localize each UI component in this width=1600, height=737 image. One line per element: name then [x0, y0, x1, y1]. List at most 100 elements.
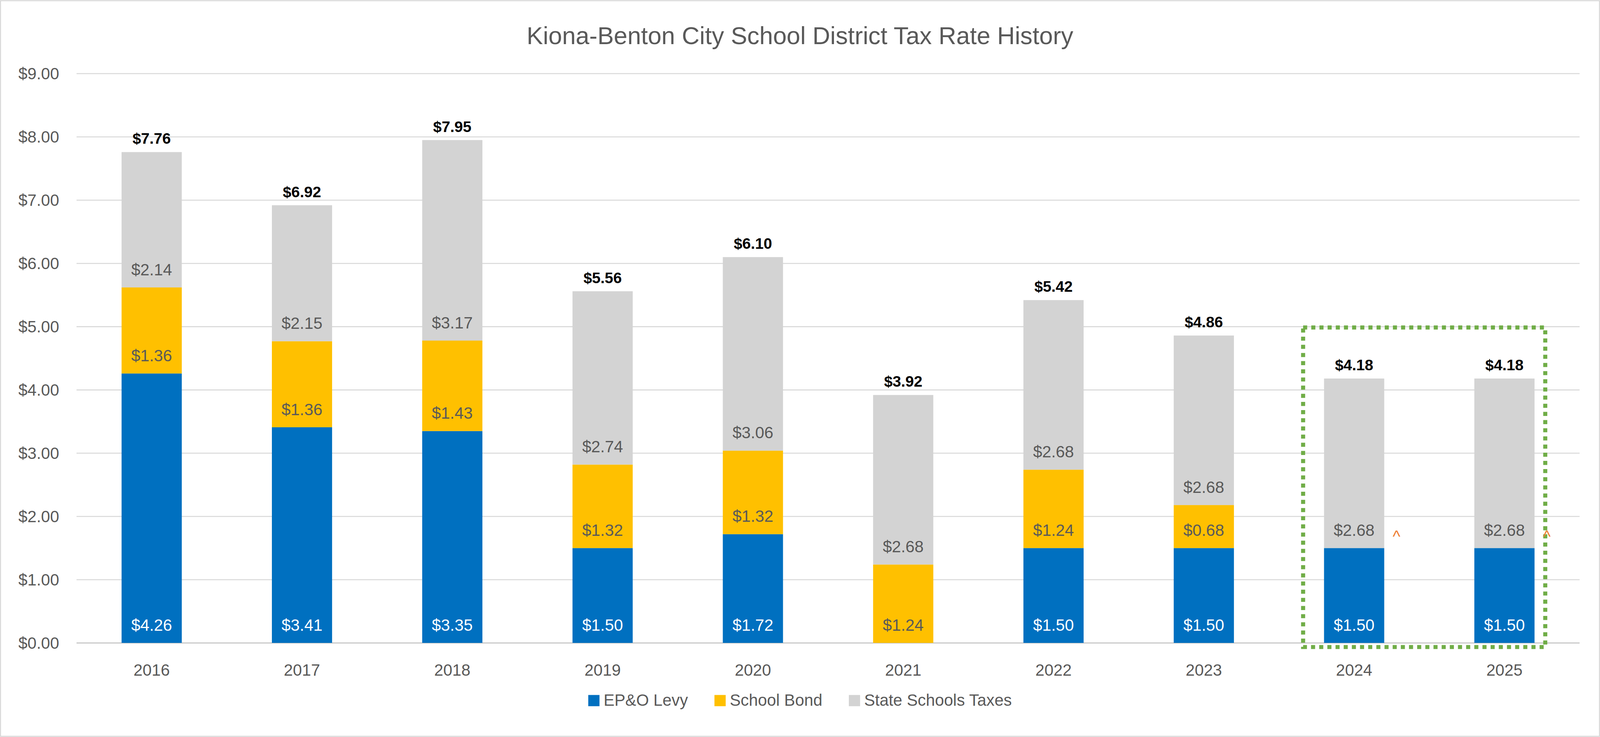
y-tick-label: $8.00 [18, 127, 60, 147]
x-tick-label: 2019 [584, 660, 621, 680]
legend-swatch [848, 694, 861, 707]
x-tick-label: 2021 [885, 660, 922, 680]
y-tick-label: $1.00 [18, 570, 60, 590]
bar-segment [1324, 378, 1385, 549]
bar-segment [1474, 378, 1535, 549]
bar-segment [722, 534, 783, 644]
legend-swatch [588, 694, 600, 707]
y-tick-label: $2.00 [18, 507, 60, 526]
x-tick-label: 2020 [734, 660, 772, 680]
bar-segment [1173, 335, 1234, 506]
total-label: $4.86 [1184, 313, 1224, 331]
legend-swatch [714, 694, 726, 707]
data-label: $4.26 [131, 616, 173, 635]
y-tick-label: $7.00 [18, 191, 60, 210]
bar-segment [1023, 548, 1084, 643]
data-label: $1.72 [732, 616, 774, 635]
bar-segment [1023, 300, 1084, 470]
highlight-box [1303, 327, 1546, 648]
chart-frame [0, 0, 1600, 737]
data-label: $3.17 [432, 313, 474, 333]
bar-segment [1173, 505, 1234, 549]
total-label: $5.42 [1034, 278, 1073, 295]
x-tick-label: 2016 [133, 660, 170, 680]
bar-segment [1023, 469, 1084, 549]
data-label: $2.68 [1183, 478, 1225, 497]
total-label: $6.10 [733, 235, 772, 252]
title: Kiona-Benton City School District Tax Ra… [526, 21, 1074, 50]
y-tick-label: $4.00 [18, 380, 60, 400]
bar-segment [1324, 548, 1385, 643]
data-label: $1.36 [131, 346, 173, 365]
bars [121, 140, 1535, 644]
y-tick-label: $6.00 [18, 254, 60, 273]
data-label: $1.32 [582, 521, 624, 540]
bar-segment [422, 140, 483, 341]
data-label: $2.68 [882, 537, 924, 556]
data-label: $1.24 [1033, 521, 1075, 540]
legend-label: EP&O Levy [603, 691, 688, 710]
bar-segment [722, 450, 783, 535]
data-label: $2.15 [281, 314, 323, 333]
data-label: $2.68 [1483, 521, 1525, 540]
y-tick-label: $9.00 [18, 64, 60, 83]
total-label: $3.92 [883, 373, 923, 390]
data-label: $3.41 [281, 616, 323, 635]
data-label: $2.74 [582, 437, 624, 456]
total-label: $4.18 [1485, 356, 1524, 374]
y-tick-label: $3.00 [18, 444, 60, 463]
bar-segment [572, 291, 633, 465]
bar-segment [422, 431, 483, 644]
data-label: $1.43 [432, 403, 474, 423]
data-label: $1.50 [582, 616, 624, 635]
x-tick-label: 2022 [1035, 660, 1072, 680]
data-label: $2.68 [1033, 442, 1075, 461]
data-label: $1.50 [1483, 616, 1525, 635]
bar-segment [572, 464, 633, 549]
bar-segment [1474, 548, 1535, 643]
legend: EP&O Levy School Bond State Schools Taxes [588, 691, 1012, 710]
data-labels: $4.26 $3.41 $3.35 $1.50 $1.72 $1.50 $1.50 $1.50… [131, 118, 1551, 635]
total-label: $5.56 [583, 269, 622, 287]
x-tick-label: 2023 [1185, 660, 1222, 680]
bar-segment [422, 340, 483, 432]
total-label: $7.76 [132, 130, 171, 147]
bar-segment [1173, 548, 1234, 643]
bar-segment [271, 341, 333, 428]
data-label: $1.32 [732, 507, 774, 526]
data-label: $0.68 [1183, 521, 1225, 540]
bar-segment [873, 564, 934, 643]
annotation: ^ [1392, 527, 1401, 546]
data-label: $1.24 [882, 616, 924, 635]
data-label: $3.35 [432, 616, 474, 635]
annotation: ^ [1542, 527, 1551, 546]
x-tick-label: 2024 [1335, 660, 1373, 680]
bar-segment [722, 257, 783, 451]
data-label: $1.50 [1333, 616, 1375, 635]
data-label: $1.50 [1183, 616, 1225, 635]
bar-segment [121, 287, 182, 374]
legend-label: State Schools Taxes [864, 691, 1012, 710]
data-label: $1.36 [281, 400, 323, 419]
total-label: $7.95 [433, 118, 472, 136]
data-label: $2.14 [131, 260, 173, 279]
bar-segment [873, 394, 934, 565]
data-label: $1.50 [1033, 616, 1075, 635]
bar-segment [271, 427, 333, 643]
y-tick-label: $5.00 [18, 317, 60, 336]
data-label: $3.06 [732, 423, 774, 442]
chart: Kiona-Benton City School District Tax Ra… [0, 0, 1600, 737]
total-label: $6.92 [282, 183, 322, 201]
grid-line [76, 136, 1580, 138]
x-tick-label: 2017 [283, 660, 321, 680]
bar-segment [271, 205, 333, 342]
bar-segment [572, 548, 633, 643]
x-tick-label: 2018 [433, 660, 471, 680]
grid-line [76, 73, 1580, 75]
y-tick-label: $0.00 [18, 633, 60, 653]
legend-label: School Bond [729, 691, 823, 710]
data-label: $2.68 [1333, 521, 1375, 540]
bar-segment [121, 373, 182, 643]
x-tick-label: 2025 [1486, 660, 1523, 680]
bar-segment [121, 151, 182, 288]
